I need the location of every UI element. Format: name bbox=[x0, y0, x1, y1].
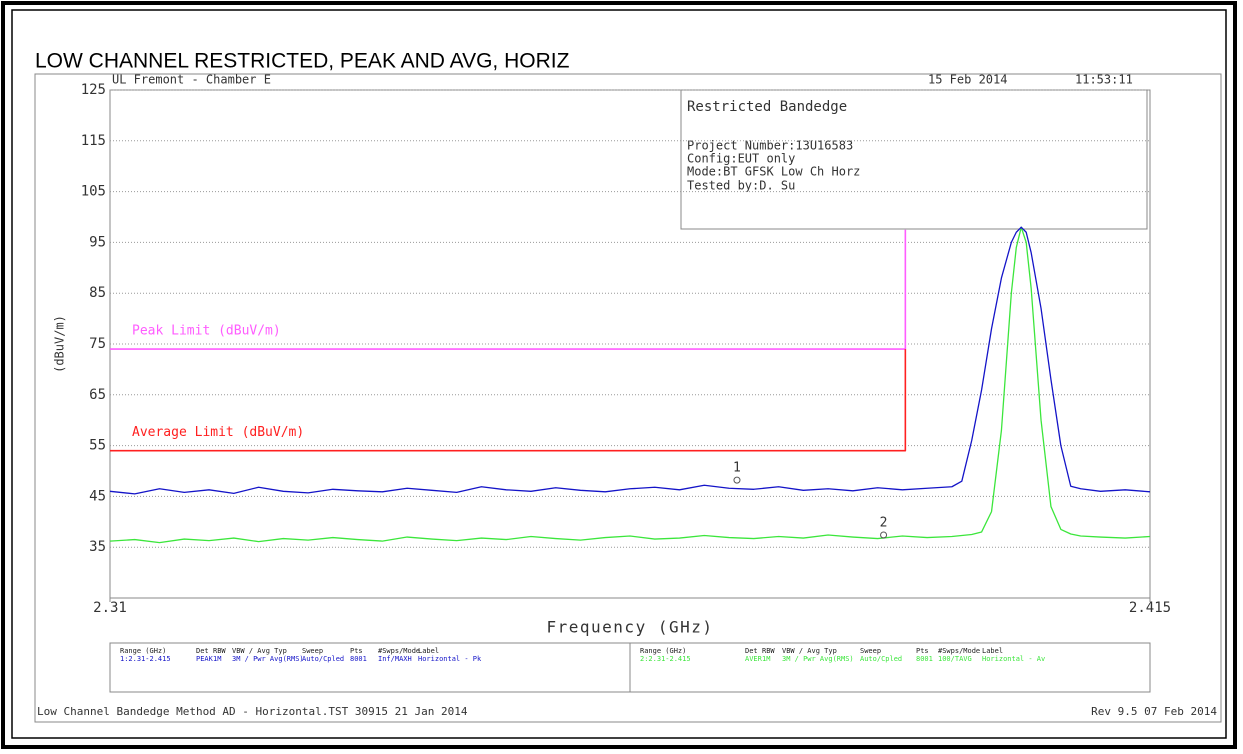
table-header: Det bbox=[196, 647, 209, 655]
table-cell: 3M / Pwr Avg(RMS) bbox=[232, 655, 304, 663]
marker bbox=[880, 531, 888, 539]
x-tick-label: 2.415 bbox=[1129, 600, 1171, 616]
y-tick-label: 85 bbox=[89, 285, 106, 301]
info-line: Mode:BT GFSK Low Ch Horz bbox=[687, 165, 860, 179]
y-tick-label: 35 bbox=[89, 539, 106, 555]
marker bbox=[733, 476, 741, 484]
table-cell: Auto/Cpled bbox=[860, 655, 902, 663]
table-header: VBW / Avg Typ bbox=[782, 647, 837, 655]
y-tick-label: 105 bbox=[81, 184, 106, 200]
marker-label: 1 bbox=[733, 461, 741, 476]
time-label: 11:53:11 bbox=[1075, 73, 1133, 87]
info-title: Restricted Bandedge bbox=[687, 99, 847, 115]
y-tick-label: 45 bbox=[89, 488, 106, 504]
table-header: #Swps/Mode bbox=[938, 647, 980, 655]
table-cell: 1M bbox=[213, 655, 221, 663]
plot-panel bbox=[34, 73, 1222, 723]
trace-line bbox=[109, 226, 1151, 544]
limit-label: Average Limit (dBuV/m) bbox=[132, 425, 304, 440]
site-label: UL Fremont - Chamber E bbox=[112, 73, 271, 87]
date-label: 15 Feb 2014 bbox=[928, 73, 1007, 87]
table-cell: 1:2.31-2.415 bbox=[120, 655, 171, 663]
info-line: Tested by:D. Su bbox=[687, 179, 795, 193]
chart-title: LOW CHANNEL RESTRICTED, PEAK AND AVG, HO… bbox=[35, 50, 570, 73]
table-header: Pts bbox=[350, 647, 363, 655]
table-cell: 1M bbox=[762, 655, 770, 663]
table-cell: Inf/MAXH bbox=[378, 655, 412, 663]
marker-label: 2 bbox=[880, 516, 888, 531]
table-cell: Auto/Cpled bbox=[302, 655, 344, 663]
limit-line bbox=[110, 349, 907, 452]
y-tick-label: 55 bbox=[89, 438, 106, 454]
y-tick-label: 75 bbox=[89, 336, 106, 352]
table-header: #Swps/Mode bbox=[378, 647, 420, 655]
y-tick-label: 95 bbox=[89, 234, 106, 250]
table-header: Pts bbox=[916, 647, 929, 655]
table-header: Range (GHz) bbox=[640, 647, 686, 655]
table-cell: 3M / Pwr Avg(RMS) bbox=[782, 655, 854, 663]
table-cell: 8001 bbox=[350, 655, 367, 663]
trace-line bbox=[109, 226, 1151, 495]
table-header: Sweep bbox=[302, 647, 323, 655]
table-header: RBW bbox=[213, 647, 226, 655]
table-header: RBW bbox=[762, 647, 775, 655]
y-tick-label: 125 bbox=[81, 82, 106, 98]
table-cell: 100/TAVG bbox=[938, 655, 972, 663]
table-cell: AVER bbox=[745, 655, 763, 663]
y-tick-label: 115 bbox=[81, 133, 106, 149]
table-header: Label bbox=[982, 647, 1003, 655]
y-axis-label: (dBuV/m) bbox=[53, 315, 67, 373]
table-cell: 2:2.31-2.415 bbox=[640, 655, 691, 663]
table-cell: 8001 bbox=[916, 655, 933, 663]
table-cell: PEAK bbox=[196, 655, 214, 663]
y-tick-label: 65 bbox=[89, 387, 106, 403]
footer-left: Low Channel Bandedge Method AD - Horizon… bbox=[37, 705, 468, 718]
table-header: Range (GHz) bbox=[120, 647, 166, 655]
info-line: Config:EUT only bbox=[687, 152, 795, 166]
table-header: Det bbox=[745, 647, 758, 655]
info-box bbox=[680, 89, 1148, 230]
x-axis-label: Frequency (GHz) bbox=[547, 618, 714, 637]
info-line: Project Number:13U16583 bbox=[687, 139, 853, 153]
table-header: VBW / Avg Typ bbox=[232, 647, 287, 655]
table-header: Label bbox=[418, 647, 439, 655]
table-cell: Horizontal - Pk bbox=[418, 655, 482, 663]
footer-right: Rev 9.5 07 Feb 2014 bbox=[1091, 705, 1217, 718]
table-cell: Horizontal - Av bbox=[982, 655, 1045, 663]
x-tick-label: 2.31 bbox=[93, 600, 127, 616]
inner-border bbox=[11, 9, 1227, 739]
table-header: Sweep bbox=[860, 647, 881, 655]
limit-label: Peak Limit (dBuV/m) bbox=[132, 324, 281, 339]
